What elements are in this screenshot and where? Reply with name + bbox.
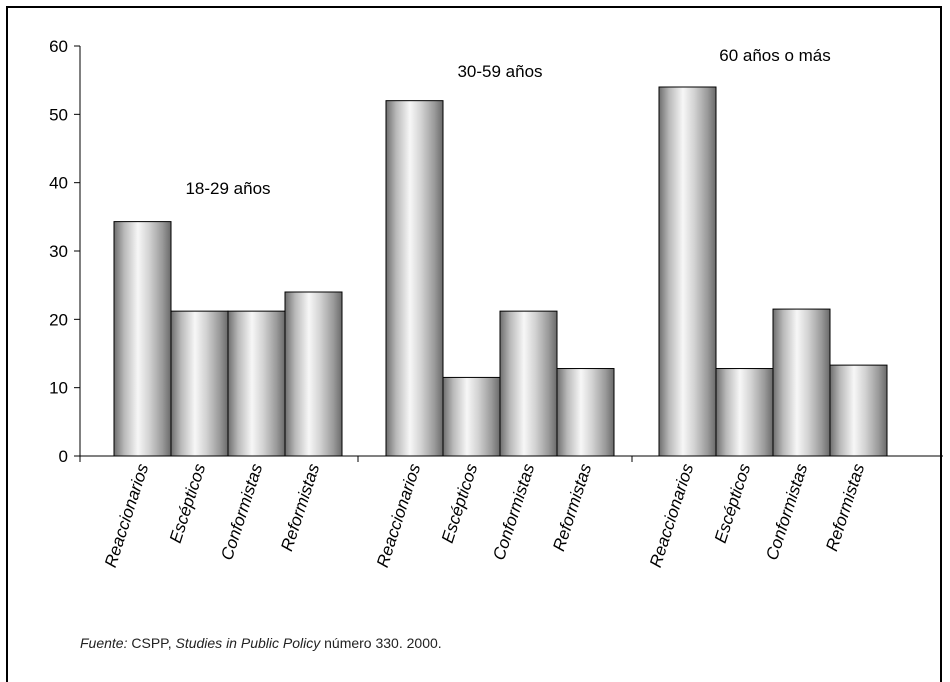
y-tick-label: 50 [49,105,68,124]
y-tick-label: 60 [49,37,68,56]
category-label: Reaccionarios [101,461,153,570]
source-suffix: número 330. 2000. [320,635,442,651]
bars-layer [113,86,888,457]
group-label: 30-59 años [457,62,542,81]
y-tick-label: 10 [49,379,68,398]
bar [170,310,229,457]
chart-frame [6,6,942,682]
bar [658,86,717,457]
y-tick-label: 40 [49,174,68,193]
group-label: 18-29 años [185,179,270,198]
y-tick-label: 30 [49,242,68,261]
category-label: Reformistas [549,461,595,554]
y-tick-label: 0 [59,447,68,466]
category-label: Reaccionarios [373,461,425,570]
category-label: Conformistas [762,461,811,563]
category-label: Reformistas [277,461,323,554]
category-label: Escépticos [166,461,210,546]
y-tick-label: 20 [49,310,68,329]
group-label: 60 años o más [719,46,831,65]
category-label: Reaccionarios [646,461,698,570]
bar [227,310,286,457]
bar [829,364,888,457]
bar [385,100,444,457]
category-label: Escépticos [438,461,482,546]
source-org: CSPP, [127,635,176,651]
bar [499,310,558,457]
labels-layer: Reaccionarios Escépticos Conformistas Refor… [49,37,868,570]
category-label: Reformistas [822,461,868,554]
category-label: Conformistas [217,461,266,563]
bar [442,376,501,457]
bar [556,368,615,457]
bar [772,308,831,457]
bar [113,221,172,457]
source-title: Studies in Public Policy [175,635,321,651]
axes-layer [74,45,943,462]
bar [284,291,343,457]
bar [715,368,774,457]
category-label: Escépticos [711,461,755,546]
category-label: Conformistas [489,461,538,563]
source-prefix: Fuente: [80,635,128,651]
source-note: Fuente: CSPP, Studies in Public Policy n… [80,635,442,651]
